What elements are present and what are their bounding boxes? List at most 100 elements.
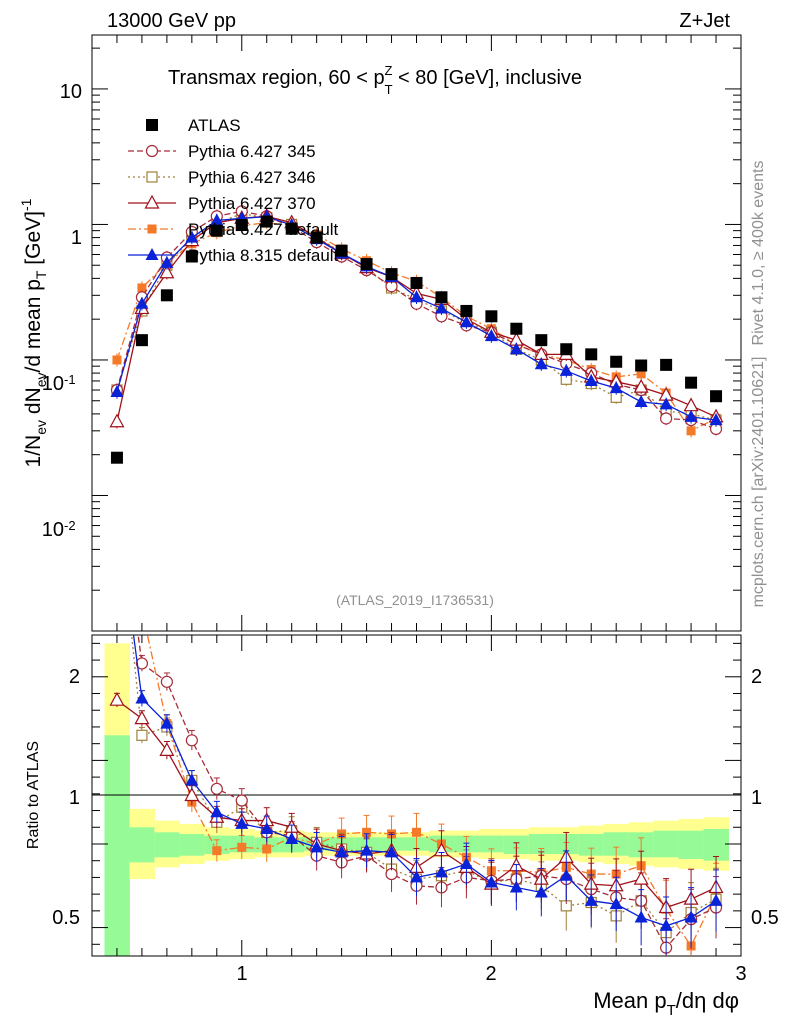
point-p8def	[434, 301, 448, 314]
ratio-point-p8def	[260, 821, 274, 834]
legend-marker-p8def	[145, 248, 159, 260]
analysis-id-label: (ATLAS_2019_I1736531)	[336, 592, 494, 608]
ratio-point-p370	[184, 787, 200, 802]
point-atlas	[210, 224, 223, 237]
ratio-point-p8def	[559, 868, 573, 881]
point-atlas	[635, 359, 648, 372]
ratio-point-p8def	[709, 893, 723, 906]
ratio-point-p6def	[212, 846, 222, 856]
ratio-point-p6def	[137, 605, 146, 614]
point-atlas	[685, 376, 698, 389]
ratio-point-p8def	[360, 843, 374, 856]
series-p346	[111, 207, 722, 427]
point-p6def	[636, 369, 646, 379]
ratio-point-p346	[112, 488, 122, 498]
band-green-20	[603, 832, 630, 856]
band-green-23	[678, 830, 705, 860]
ratio-point-p6def	[362, 827, 372, 837]
point-p8def	[634, 394, 648, 407]
ratio-y-axis-label: Ratio to ATLAS	[25, 741, 42, 849]
ratio-point-p345	[210, 782, 223, 795]
band-green-15	[478, 835, 505, 853]
ratio-point-p8def	[385, 845, 399, 858]
y-tick-label-0.01: 10	[42, 519, 64, 541]
ratio-point-p8def	[210, 805, 224, 818]
point-p8def	[509, 342, 523, 355]
ratio-point-p345	[111, 471, 122, 482]
point-atlas	[560, 343, 573, 356]
point-atlas	[335, 244, 348, 257]
point-atlas	[660, 358, 673, 371]
ratio-y-tick-left-1: 1	[69, 787, 80, 809]
ratio-point-p6def	[412, 827, 421, 837]
point-atlas	[285, 222, 298, 235]
ratio-point-p6def	[237, 842, 247, 852]
ratio-point-p8def	[335, 845, 349, 858]
ratio-point-p6def	[262, 844, 272, 854]
ratio-point-p8def	[484, 875, 498, 888]
point-p8def	[584, 373, 598, 386]
legend: ATLAS Pythia 6.427 345 Pythia 6.427 346 Pyt…	[128, 116, 339, 265]
point-p8def	[684, 409, 698, 422]
ratio-point-p345	[160, 675, 173, 688]
legend-entry-p346: Pythia 6.427 346	[128, 168, 316, 187]
legend-label-p6def: Pythia 6.427 default	[188, 220, 339, 239]
ratio-point-p8def	[160, 716, 174, 729]
ratio-y-tick-left-2: 2	[69, 666, 80, 688]
header-process-label: Z+Jet	[679, 10, 730, 32]
point-atlas	[610, 355, 623, 368]
ratio-point-p8def	[534, 885, 548, 898]
ratio-point-p8def	[185, 773, 199, 786]
ratio-point-p8def	[509, 880, 523, 893]
point-atlas	[510, 322, 523, 335]
point-atlas	[460, 304, 473, 317]
point-atlas	[485, 310, 498, 323]
main-axis-ticks	[91, 35, 742, 632]
legend-entry-p345: Pythia 6.427 345	[128, 142, 316, 161]
ratio-point-p8def	[110, 503, 123, 515]
point-p370	[159, 264, 175, 279]
y-tick-label-10: 10	[60, 81, 82, 103]
ratio-point-p345	[185, 734, 198, 747]
ratio-point-p8def	[634, 910, 648, 923]
point-p8def	[160, 255, 174, 268]
y-tick-exp-0.01: -2	[64, 518, 76, 533]
legend-marker-p6def	[147, 224, 157, 234]
series-line-p345	[116, 210, 717, 430]
ratio-point-p370	[159, 742, 175, 756]
y-tick-label-1: 1	[71, 227, 82, 249]
point-p370	[109, 413, 125, 428]
ratio-y-tick-right-0.5: 0.5	[751, 907, 779, 929]
point-p6def	[112, 355, 122, 365]
point-atlas	[160, 289, 173, 302]
y-tick-exp-0.1: -1	[64, 372, 76, 387]
ratio-point-p345	[135, 657, 149, 670]
ratio-uncertainty-bands	[104, 643, 730, 956]
point-p8def	[534, 357, 548, 370]
ratio-y-tick-left-0.5: 0.5	[52, 907, 80, 929]
point-p345	[660, 412, 673, 425]
legend-label-p346: Pythia 6.427 346	[188, 168, 316, 187]
point-atlas	[535, 334, 548, 347]
series-line-p346	[116, 213, 717, 421]
legend-marker-p345	[145, 144, 159, 158]
source-reference-label: mcplots.cern.ch [arXiv:2401.10621]	[750, 357, 767, 608]
point-atlas	[710, 390, 723, 403]
point-p8def	[185, 230, 199, 243]
point-p8def	[410, 290, 423, 303]
ratio-point-p8def	[434, 865, 448, 878]
point-p8def	[609, 381, 623, 394]
point-p8def	[659, 397, 673, 410]
header-energy-label: 13000 GeV pp	[107, 10, 236, 32]
legend-entry-p370: Pythia 6.427 370	[128, 194, 316, 213]
ratio-point-p8def	[609, 897, 623, 910]
ratio-y-tick-right-1: 1	[751, 787, 762, 809]
band-green-1	[129, 827, 155, 863]
point-p370	[683, 397, 699, 412]
point-atlas	[360, 258, 373, 271]
point-p6def	[686, 426, 696, 436]
ratio-point-p370	[633, 870, 649, 885]
point-p370	[633, 378, 649, 393]
point-atlas	[110, 451, 123, 464]
